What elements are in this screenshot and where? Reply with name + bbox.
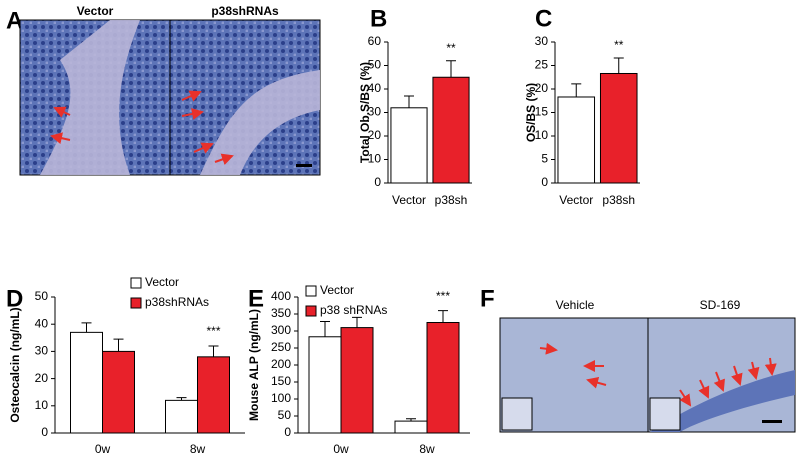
legend-label: p38shRNAs [145, 295, 209, 309]
y-tick-label: 30 [535, 34, 549, 48]
error-bar [320, 320, 330, 337]
bar [426, 322, 460, 434]
y-tick-label: 10 [35, 398, 49, 412]
panel-label: C [535, 5, 552, 32]
bar [394, 420, 428, 434]
bar [70, 331, 103, 434]
y-tick-label: 0 [541, 175, 548, 189]
legend-swatch [305, 305, 317, 317]
error-bar [81, 322, 92, 333]
y-tick-label: 60 [368, 34, 382, 48]
panel-label: D [6, 285, 23, 312]
legend-swatch [130, 297, 142, 309]
bar [557, 96, 596, 184]
panel-label: E [248, 285, 264, 312]
bar [102, 350, 135, 434]
y-tick-label: 100 [271, 391, 291, 405]
image-a: Vector p38shRNAs [19, 4, 321, 176]
y-tick-label: 200 [271, 357, 291, 371]
y-tick-label: 250 [271, 340, 291, 354]
bar [390, 107, 428, 184]
error-bar [571, 83, 582, 97]
y-axis-label: Osteocalcin (ng/mL) [8, 307, 22, 422]
y-tick-label: 20 [535, 81, 549, 95]
annotation: *** [436, 289, 450, 303]
y-tick-label: 0 [41, 425, 48, 439]
legend-swatch [305, 285, 317, 297]
error-bar [176, 397, 187, 401]
x-tick-label: 0w [333, 442, 349, 456]
bar [165, 399, 198, 434]
bar [432, 76, 470, 184]
legend-label: Vector [320, 283, 354, 297]
x-tick-label: 0w [95, 442, 111, 456]
legend-label: Vector [145, 275, 179, 289]
legend-swatch [130, 277, 142, 289]
annotation: ** [614, 38, 624, 52]
image-label: Vehicle [556, 298, 595, 312]
y-axis-label: Mouse ALP (ng/mL) [247, 309, 261, 421]
error-bar [438, 310, 448, 323]
panel-label: B [370, 5, 387, 32]
image-label: SD-169 [700, 298, 741, 312]
y-axis-label: Total Ob.S/BS (%) [358, 62, 372, 163]
x-tick-label: p38sh [602, 193, 635, 207]
x-tick-label: Vector [559, 193, 593, 207]
annotation: ** [446, 41, 456, 55]
y-tick-label: 300 [271, 323, 291, 337]
error-bar [208, 345, 219, 357]
y-tick-label: 40 [35, 316, 49, 330]
bar [340, 327, 374, 434]
y-tick-label: 30 [35, 344, 49, 358]
y-tick-label: 20 [35, 371, 49, 385]
x-tick-label: 8w [190, 442, 206, 456]
image-f: Vehicle SD-169 [499, 298, 796, 433]
panel-label: F [480, 285, 495, 312]
y-tick-label: 10 [535, 128, 549, 142]
y-tick-label: 150 [271, 374, 291, 388]
y-tick-label: 50 [368, 58, 382, 72]
bar [308, 336, 342, 434]
y-tick-label: 30 [368, 105, 382, 119]
y-tick-label: 10 [368, 152, 382, 166]
y-tick-label: 50 [278, 408, 292, 422]
y-tick-label: 40 [368, 81, 382, 95]
y-tick-label: 15 [535, 105, 549, 119]
y-tick-label: 50 [35, 289, 49, 303]
image-label: p38shRNAs [211, 4, 279, 18]
y-tick-label: 20 [368, 128, 382, 142]
error-bar [404, 95, 414, 108]
y-tick-label: 400 [271, 289, 291, 303]
y-tick-label: 350 [271, 306, 291, 320]
legend-label: p38 shRNAs [320, 303, 387, 317]
error-bar [446, 60, 456, 78]
error-bar [113, 338, 124, 352]
y-tick-label: 0 [374, 175, 381, 189]
error-bar [613, 57, 624, 74]
x-tick-label: p38sh [435, 193, 468, 207]
bar [599, 72, 638, 184]
image-label: Vector [77, 4, 114, 18]
y-axis-label: OS/BS (%) [524, 83, 538, 142]
bar [197, 356, 230, 434]
annotation: *** [206, 324, 220, 338]
error-bar [352, 316, 362, 328]
x-tick-label: 8w [419, 442, 435, 456]
y-tick-label: 25 [535, 58, 549, 72]
x-tick-label: Vector [392, 193, 426, 207]
y-tick-label: 0 [284, 425, 291, 439]
panel-label: A [6, 7, 23, 34]
error-bar [406, 418, 416, 422]
y-tick-label: 5 [541, 152, 548, 166]
